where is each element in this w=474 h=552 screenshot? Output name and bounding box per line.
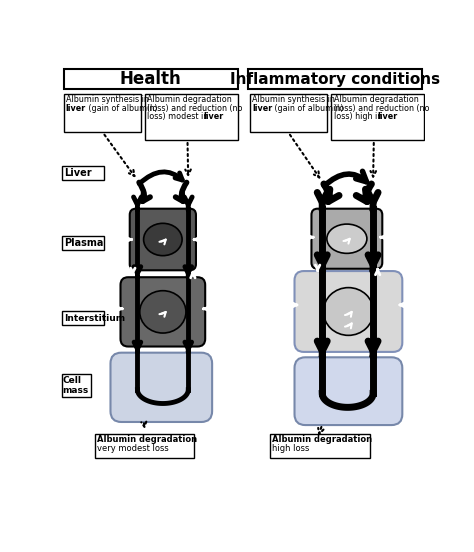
Text: high loss: high loss (272, 444, 310, 453)
Bar (331, 94, 424, 140)
Bar (62, 166, 103, 180)
FancyBboxPatch shape (120, 277, 205, 347)
Ellipse shape (327, 224, 367, 253)
Text: Inflammatory conditions: Inflammatory conditions (230, 72, 440, 87)
FancyBboxPatch shape (110, 353, 212, 422)
Bar (248, 70, 422, 89)
Bar (95, 433, 194, 458)
Text: (gain of albumin): (gain of albumin) (86, 104, 157, 113)
Text: Albumin degradation: Albumin degradation (334, 95, 419, 104)
Bar (62, 374, 91, 397)
Text: Albumin degradation: Albumin degradation (272, 435, 372, 444)
FancyBboxPatch shape (311, 209, 383, 269)
Text: liver: liver (377, 113, 397, 121)
Text: Interstitium: Interstitium (64, 314, 126, 322)
Text: liver: liver (66, 104, 86, 113)
Text: Albumin synthesis in: Albumin synthesis in (66, 95, 149, 104)
Text: very modest loss: very modest loss (97, 444, 169, 453)
FancyBboxPatch shape (294, 271, 402, 352)
Bar (145, 94, 237, 140)
Ellipse shape (323, 288, 374, 336)
Bar (270, 433, 370, 458)
Text: Albumin synthesis in: Albumin synthesis in (252, 95, 335, 104)
Text: Plasma: Plasma (64, 237, 104, 247)
Text: Liver: Liver (64, 168, 92, 178)
FancyBboxPatch shape (294, 357, 402, 425)
Text: Health: Health (119, 70, 182, 88)
Bar (64, 70, 237, 89)
Ellipse shape (140, 291, 186, 333)
Text: loss) modest in: loss) modest in (147, 113, 211, 121)
Text: Albumin degradation: Albumin degradation (147, 95, 232, 104)
Bar (62, 311, 103, 325)
Text: (loss) and reduction (no: (loss) and reduction (no (147, 104, 243, 113)
Text: Cell
mass: Cell mass (63, 376, 89, 395)
Text: liver: liver (252, 104, 273, 113)
FancyBboxPatch shape (130, 209, 196, 270)
Bar (64, 94, 140, 132)
Text: Albumin degradation: Albumin degradation (97, 435, 198, 444)
Text: loss) high in: loss) high in (334, 113, 384, 121)
Bar (250, 94, 327, 132)
Text: (gain of albumin): (gain of albumin) (272, 104, 344, 113)
Ellipse shape (144, 224, 182, 256)
Text: liver: liver (203, 113, 223, 121)
Bar (62, 236, 103, 250)
Text: (loss) and reduction (no: (loss) and reduction (no (334, 104, 429, 113)
